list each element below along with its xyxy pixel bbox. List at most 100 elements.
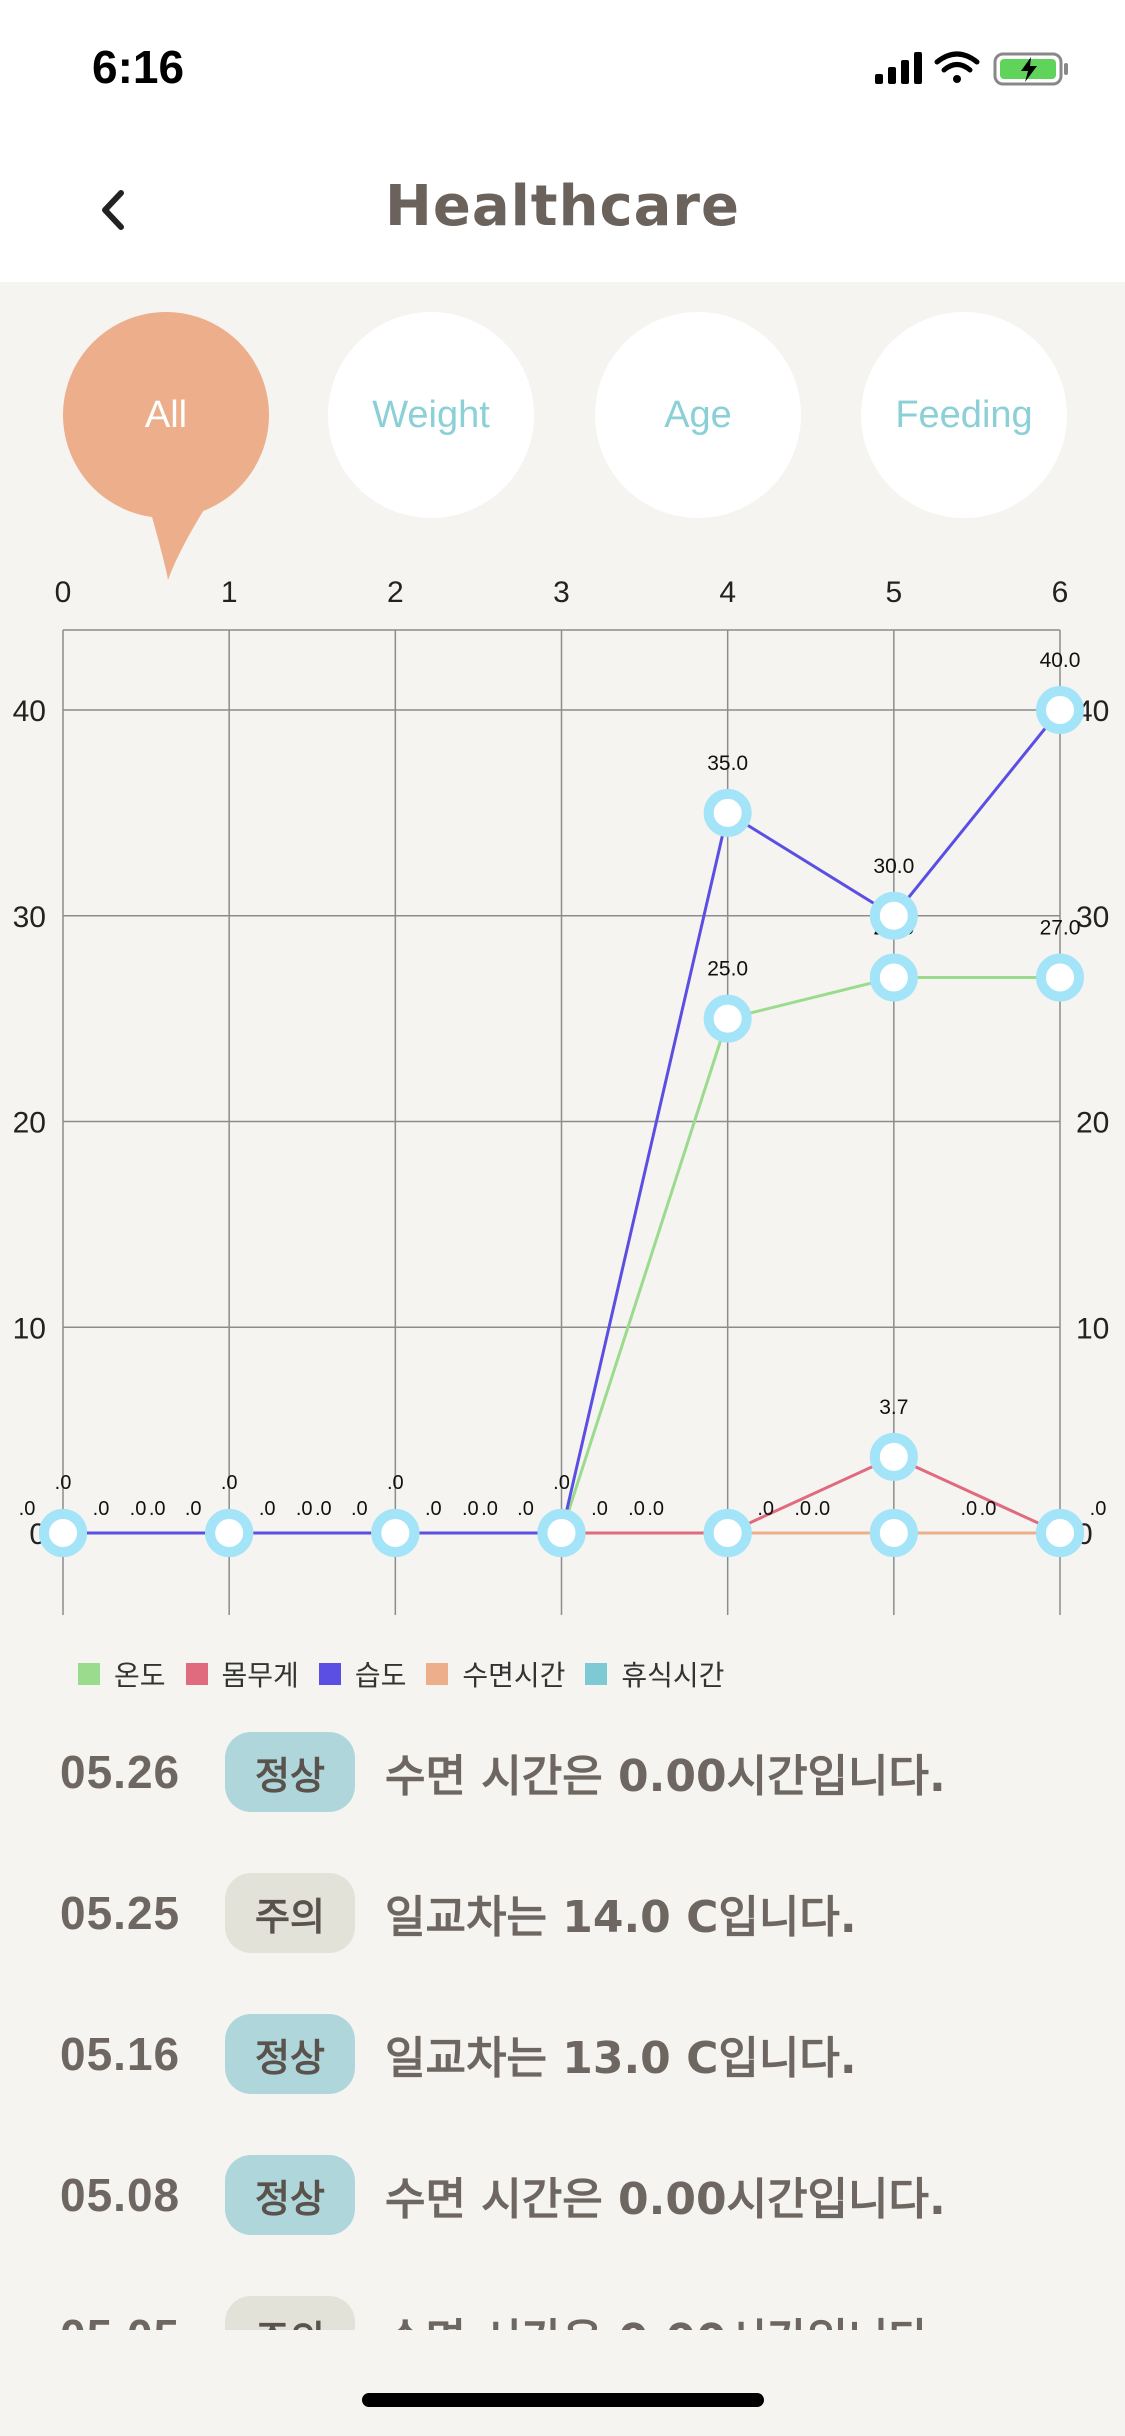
legend-label: 휴식시간 (621, 1659, 725, 1692)
record-row[interactable]: 05.05 주의 수면 시간은 0.00시간입니다. (0, 2294, 1125, 2330)
data-point (205, 1509, 254, 1557)
x-tick-label: 0 (55, 576, 72, 609)
data-label: .0 (960, 1498, 977, 1520)
home-indicator (362, 2393, 764, 2407)
back-button[interactable] (82, 180, 142, 240)
legend-swatch (426, 1663, 449, 1685)
data-point (1036, 686, 1084, 734)
legend-item: 온도 (78, 1654, 166, 1694)
data-point (869, 1432, 918, 1481)
category-tabs: All Weight Age Feeding (0, 312, 1125, 582)
data-label: .0 (517, 1498, 534, 1520)
record-date: 05.05 (60, 2309, 180, 2330)
data-label: .0 (980, 1498, 997, 1520)
data-label: .0 (553, 1472, 570, 1494)
chevron-left-icon (102, 190, 124, 230)
data-label: .0 (221, 1472, 238, 1494)
data-label: .0 (481, 1498, 498, 1520)
data-label: .0 (130, 1498, 147, 1520)
data-label: .0 (296, 1498, 313, 1520)
legend-swatch (318, 1663, 341, 1685)
legend-swatch (78, 1663, 100, 1685)
data-label: .0 (351, 1498, 368, 1520)
status-bar: 6:16 (0, 0, 1125, 140)
data-label: 27.0 (1040, 916, 1081, 939)
wifi-icon (934, 51, 980, 83)
tab-feeding[interactable]: Feeding (861, 312, 1067, 518)
y-tick-label-left: 20 (13, 1107, 46, 1140)
data-label: 40.0 (1040, 649, 1081, 672)
navigation-bar: Healthcare (0, 140, 1125, 282)
data-label: 30.0 (873, 855, 914, 878)
data-label: .0 (425, 1498, 442, 1520)
tab-weight[interactable]: Weight (328, 312, 534, 518)
data-label: .0 (1090, 1498, 1107, 1520)
data-point (869, 891, 918, 940)
data-point (703, 994, 752, 1043)
legend-swatch (585, 1663, 608, 1685)
data-label: .0 (387, 1472, 404, 1494)
data-label: .0 (813, 1498, 830, 1520)
status-icons (875, 51, 1068, 86)
legend-item: 습도 (318, 1654, 407, 1694)
health-line-chart: 0 1 2 3 4 5 6 0 0 10 10 20 20 30 30 40 40.0.0.0.0.0.0.0.… (0, 570, 1125, 1670)
data-label: .0 (628, 1498, 645, 1520)
record-row[interactable]: 05.08 정상 수면 시간은 0.00시간입니다. (0, 2153, 1125, 2237)
data-label: .0 (462, 1498, 479, 1520)
data-point (869, 1509, 918, 1557)
status-badge: 정상 (225, 1732, 355, 1812)
data-label: .0 (591, 1498, 608, 1520)
x-tick-label: 2 (387, 576, 404, 609)
legend-swatch (185, 1663, 208, 1685)
legend-label: 몸무게 (221, 1659, 299, 1692)
record-message: 일교차는 13.0 C입니다. (385, 2033, 857, 2084)
record-row[interactable]: 05.25 주의 일교차는 14.0 C입니다. (0, 1871, 1125, 1955)
legend-label: 수면시간 (462, 1659, 566, 1692)
data-point (703, 1509, 752, 1557)
legend-label: 온도 (114, 1659, 166, 1692)
y-tick-label-left: 40 (13, 695, 46, 728)
status-time: 6:16 (92, 41, 185, 93)
y-tick-label-right: 20 (1076, 1107, 1109, 1140)
record-date: 05.08 (60, 2169, 181, 2221)
data-point (703, 788, 752, 837)
data-point (39, 1509, 87, 1557)
data-label: .0 (185, 1498, 202, 1520)
y-tick-label-left: 10 (13, 1312, 46, 1345)
y-tick-label-left: 30 (13, 901, 46, 934)
tab-age[interactable]: Age (595, 312, 801, 518)
data-label: .0 (19, 1498, 36, 1520)
record-row[interactable]: 05.16 정상 일교차는 13.0 C입니다. (0, 2012, 1125, 2096)
x-tick-label: 6 (1052, 576, 1069, 609)
legend-item: 몸무게 (185, 1654, 299, 1694)
data-label: .0 (93, 1498, 110, 1520)
data-label: .0 (757, 1498, 774, 1520)
data-point (537, 1509, 586, 1557)
data-label: .0 (315, 1498, 332, 1520)
record-date: 05.16 (60, 2028, 181, 2080)
record-date: 05.25 (60, 1887, 181, 1939)
data-point (371, 1509, 420, 1557)
record-message: 일교차는 14.0 C입니다. (385, 1892, 857, 1943)
data-point (869, 953, 918, 1002)
data-label: .0 (794, 1498, 811, 1520)
legend-item: 수면시간 (426, 1654, 565, 1694)
x-tick-label: 1 (221, 576, 238, 609)
data-label: .0 (55, 1472, 72, 1494)
data-label: .0 (149, 1498, 166, 1520)
data-label: 25.0 (707, 958, 748, 981)
y-tick-label-right: 30 (1076, 901, 1109, 934)
legend-label: 습도 (354, 1659, 407, 1692)
record-row[interactable]: 05.26 정상 수면 시간은 0.00시간입니다. (0, 1730, 1125, 1814)
legend-item: 휴식시간 (585, 1654, 724, 1694)
data-label: .0 (647, 1498, 664, 1520)
health-record-list: 05.26 정상 수면 시간은 0.00시간입니다. 05.25 주의 일교차는 14.0… (0, 1730, 1125, 2330)
tab-all[interactable]: All (63, 312, 269, 518)
y-tick-label-right: 10 (1076, 1312, 1109, 1345)
status-badge: 정상 (225, 2014, 355, 2094)
record-message: 수면 시간은 0.00시간입니다. (385, 1751, 946, 1802)
record-date: 05.26 (60, 1746, 181, 1798)
data-point (1036, 1509, 1084, 1557)
x-tick-label: 4 (719, 576, 736, 609)
